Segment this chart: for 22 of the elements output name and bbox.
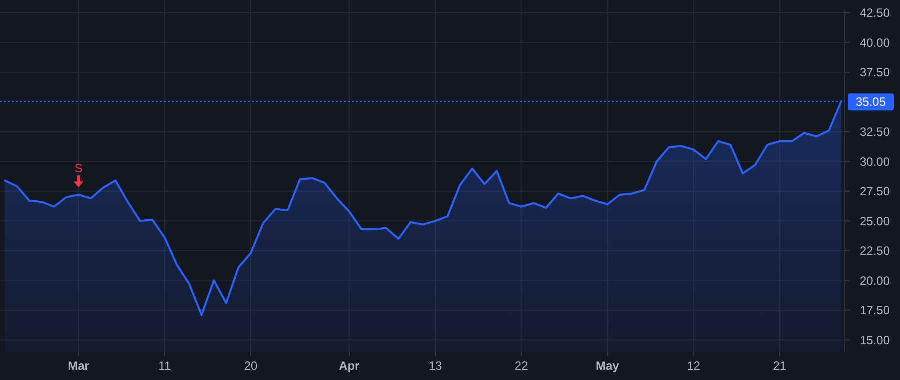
y-tick-label: 30.00 (860, 154, 890, 169)
ref-line-label: 35.05 (856, 94, 886, 109)
y-tick-label: 40.00 (860, 36, 890, 50)
x-tick-label: 11 (158, 359, 172, 373)
y-tick-label: 15.00 (860, 333, 890, 348)
y-tick-label: 20.00 (860, 274, 890, 288)
y-tick-label: 25.00 (860, 214, 890, 228)
x-tick-label: 20 (244, 359, 258, 373)
y-tick-label: 42.50 (860, 6, 890, 20)
x-tick-label: 13 (428, 359, 442, 373)
annotation: S (74, 162, 83, 176)
y-tick-label: 32.50 (860, 125, 890, 140)
y-tick-label: 27.50 (860, 184, 890, 199)
y-tick-label: 22.50 (860, 244, 890, 258)
y-tick-label: 37.50 (860, 66, 890, 80)
x-tick-label: 12 (687, 359, 701, 373)
x-tick-label: Apr (339, 359, 360, 373)
x-tick-label: Mar (68, 359, 90, 373)
x-tick-label: 22 (514, 359, 529, 373)
y-tick-label: 17.50 (860, 304, 890, 318)
x-tick-label: May (596, 359, 620, 373)
x-tick-label: 21 (773, 359, 787, 373)
